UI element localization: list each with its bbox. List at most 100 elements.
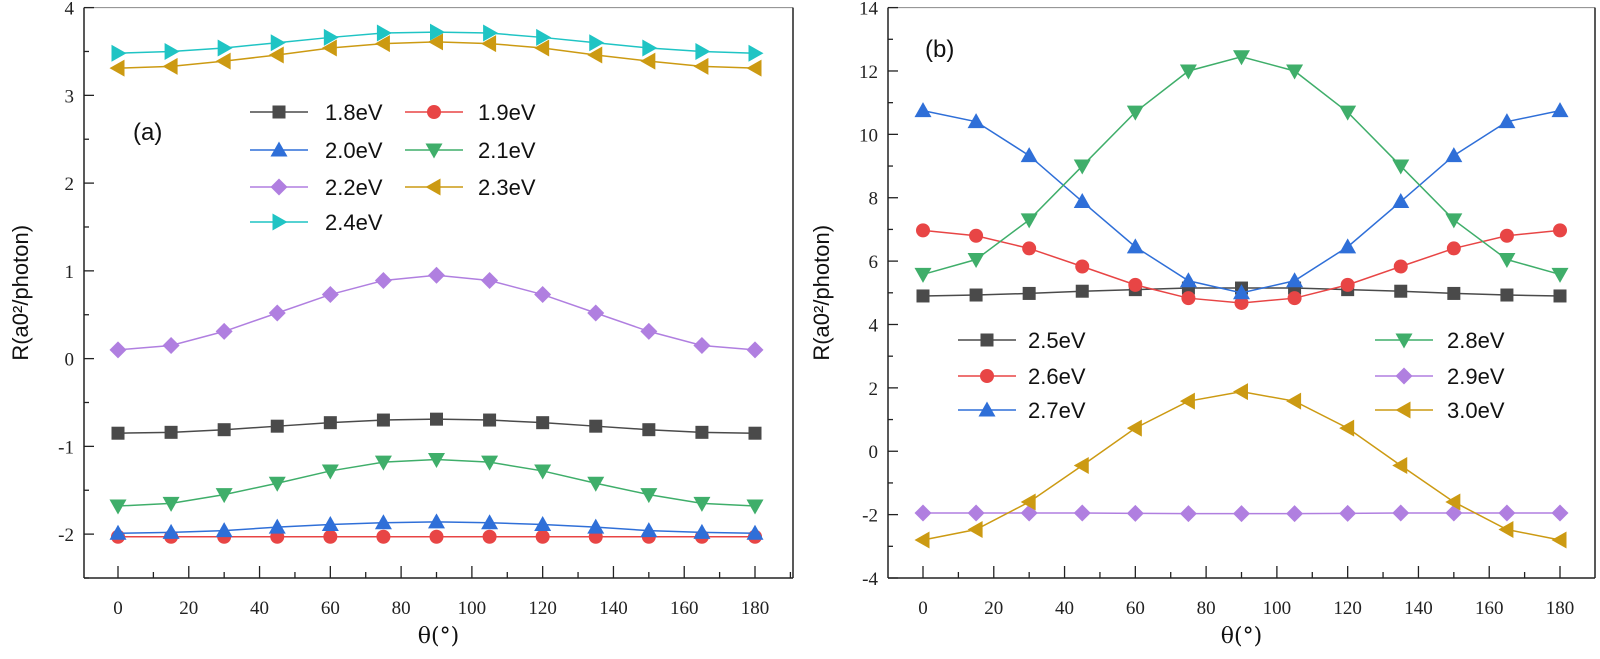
x-tick-label: 40 [250, 598, 269, 619]
data-point [969, 288, 983, 302]
data-point [428, 513, 445, 529]
y-tick-label: -4 [862, 569, 878, 590]
data-point [1020, 147, 1038, 163]
data-point [323, 416, 337, 430]
data-point [1075, 284, 1089, 298]
y-tick-label: 10 [859, 125, 878, 146]
data-point [111, 426, 125, 440]
data-point [428, 266, 445, 284]
data-point [587, 304, 605, 322]
x-tick-label: 80 [1197, 598, 1216, 619]
legend-label: 2.6eV [1028, 364, 1086, 389]
legend-marker [980, 369, 994, 383]
data-point [969, 228, 984, 243]
series-1.8eV [111, 412, 762, 440]
data-point [1128, 277, 1143, 292]
data-point [746, 59, 762, 77]
data-point [374, 514, 392, 530]
data-point [1498, 504, 1516, 522]
data-point [1179, 392, 1195, 410]
x-tick-label: 120 [1333, 598, 1362, 619]
x-axis-label: θ(°) [1221, 624, 1262, 649]
data-point [748, 426, 762, 440]
series-line [922, 109, 1561, 294]
data-point [1233, 50, 1250, 66]
data-point [376, 24, 392, 42]
legend-marker [425, 143, 443, 159]
legend-label: 2.4eV [325, 210, 383, 235]
x-tick-label: 180 [741, 598, 770, 619]
legend-label: 1.9eV [478, 100, 536, 125]
data-point [693, 496, 711, 512]
data-point [1339, 419, 1355, 437]
data-point [534, 464, 552, 480]
legend-label: 2.0eV [325, 138, 383, 163]
series-2.2eV [109, 266, 764, 359]
data-point [967, 113, 985, 129]
legend-marker [1395, 367, 1413, 385]
data-point [270, 34, 286, 52]
data-point [215, 322, 233, 340]
data-point [321, 286, 339, 304]
series-2.6eV [916, 223, 1567, 310]
y-tick-label: 12 [859, 62, 878, 83]
data-point [321, 39, 337, 57]
legend-entry: 3.0eV [1375, 398, 1505, 423]
data-point [376, 413, 390, 427]
legend-marker [425, 178, 441, 196]
legend-marker [980, 333, 994, 347]
x-tick-label: 20 [179, 598, 198, 619]
data-point [589, 419, 603, 433]
data-point [109, 341, 127, 359]
data-point [215, 522, 233, 538]
data-point [1553, 223, 1567, 238]
data-point [587, 476, 605, 492]
data-point [642, 423, 656, 437]
legend-entry: 2.3eV [405, 175, 536, 200]
data-point [1126, 105, 1144, 121]
data-point [481, 35, 497, 53]
data-point [534, 39, 550, 57]
data-point [1394, 284, 1408, 298]
data-point [1445, 147, 1463, 163]
data-point [640, 322, 658, 340]
data-point [162, 336, 180, 354]
legend-label: 2.5eV [1028, 328, 1086, 353]
legend-label: 2.9eV [1447, 364, 1505, 389]
series-2.3eV [109, 33, 762, 77]
data-point [1179, 272, 1197, 288]
data-point [268, 304, 286, 322]
data-point [1498, 113, 1516, 129]
data-point [215, 488, 233, 504]
data-point [1392, 193, 1410, 209]
series-line [922, 55, 1561, 276]
x-tick-label: 140 [1404, 598, 1433, 619]
data-point [589, 34, 605, 52]
series-2.1eV [109, 453, 764, 515]
data-point [111, 44, 127, 62]
data-point [483, 24, 499, 42]
data-point [483, 413, 497, 427]
data-point [1179, 64, 1197, 80]
data-point [693, 523, 711, 539]
data-point [1233, 284, 1250, 300]
data-point [1075, 259, 1090, 274]
data-point [1392, 159, 1410, 175]
data-point [1286, 272, 1304, 288]
data-point [482, 529, 497, 544]
data-point [1393, 259, 1408, 274]
data-point [536, 28, 552, 46]
data-point [536, 416, 550, 430]
y-axis-label: R(a0²/photon) [8, 225, 33, 361]
data-point [1339, 238, 1357, 254]
x-tick-label: 40 [1055, 598, 1074, 619]
data-point [534, 515, 552, 531]
x-tick-label: 0 [918, 598, 928, 619]
data-point [109, 499, 127, 515]
x-tick-label: 180 [1546, 598, 1575, 619]
data-point [967, 253, 985, 269]
panel-label: (a) [133, 119, 162, 146]
legend-entry: 2.4eV [250, 210, 383, 235]
legend-entry: 2.7eV [958, 398, 1086, 423]
